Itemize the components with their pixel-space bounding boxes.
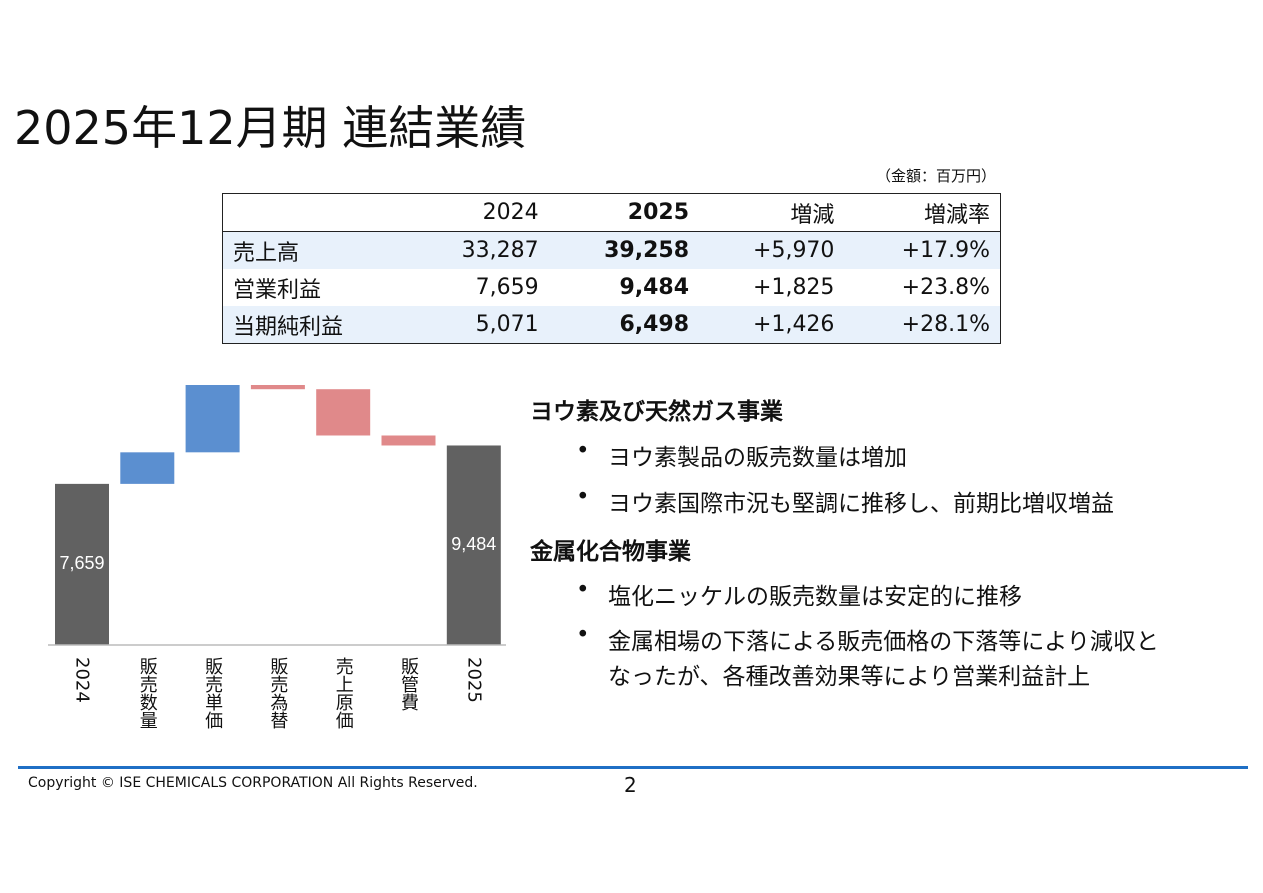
row-label: 売上高 xyxy=(222,231,410,269)
x-tick-label: 売上原価 xyxy=(333,657,354,729)
column-header: 2025 xyxy=(548,193,700,232)
corner-cell xyxy=(222,193,410,232)
data-label: 7,659 xyxy=(59,553,104,573)
copyright: Copyright © ISE CHEMICALS CORPORATION Al… xyxy=(28,775,478,791)
table-row: 売上高 33,287 39,258 +5,970 +17.9% xyxy=(222,231,1001,269)
table-cell: 33,287 xyxy=(409,231,549,269)
x-tick-label: 2025 xyxy=(463,657,484,703)
bar xyxy=(381,435,436,446)
x-tick-label: 販売数量 xyxy=(137,657,158,729)
x-tick-label: 販売単価 xyxy=(202,657,223,729)
bullet-text: ヨウ素製品の販売数量は増加 xyxy=(608,445,907,471)
column-header: 増減 xyxy=(699,193,845,232)
row-label: 当期純利益 xyxy=(222,306,410,344)
x-tick-label: 販売為替 xyxy=(267,657,288,729)
bullet-dot: • xyxy=(576,438,590,464)
table-cell: 7,659 xyxy=(475,275,539,300)
bullet-dot: • xyxy=(576,622,590,648)
table-cell: 9,484 xyxy=(619,275,690,300)
table-cell: +1,825 xyxy=(753,275,835,300)
page-number: 2 xyxy=(624,773,637,797)
x-tick-label: 販管費 xyxy=(398,657,419,711)
column-header: 増減率 xyxy=(844,193,1001,232)
table-cell: +5,970 xyxy=(699,231,845,269)
bar xyxy=(185,385,240,453)
data-label: 9,484 xyxy=(451,534,496,554)
bar xyxy=(316,389,371,436)
table-cell: 5,071 xyxy=(409,306,549,344)
bullet-dot: • xyxy=(576,577,590,603)
section-heading: ヨウ素及び天然ガス事業 xyxy=(530,399,783,425)
bar xyxy=(120,452,175,484)
bar xyxy=(55,483,109,645)
title: 2025年12月期 連結業績 xyxy=(14,101,527,155)
table-row: 営業利益 7,659 9,484 +1,825 +23.8% xyxy=(223,269,1001,306)
results-table: 2024 2025 増減 増減率 売上高 33,287 39,258 +5,970 +17.9%… xyxy=(222,193,1001,344)
bar xyxy=(446,445,501,645)
table-cell: +23.8% xyxy=(901,275,990,300)
table-cell: +28.1% xyxy=(844,306,1001,344)
bullet-text: ヨウ素国際市況も堅調に推移し、前期比増収増益 xyxy=(608,491,1114,517)
bullet-dot: • xyxy=(576,484,590,510)
bar xyxy=(250,385,305,390)
x-tick-label: 2024 xyxy=(72,657,93,703)
table-cell: 6,498 xyxy=(548,306,700,344)
column-header: 2024 xyxy=(409,193,549,232)
bullet-text: 金属相場の下落による販売価格の下落等により減収と xyxy=(608,629,1159,655)
table-cell: +1,426 xyxy=(699,306,845,344)
section-heading: 金属化合物事業 xyxy=(530,539,691,565)
table-cell: 39,258 xyxy=(548,231,700,269)
footer-rule xyxy=(18,766,1248,769)
header-row: 2024 2025 増減 増減率 xyxy=(222,193,1001,232)
bullet-text: なったが、各種改善効果等により営業利益計上 xyxy=(608,664,1091,690)
table-cell: +17.9% xyxy=(844,231,1001,269)
unit-note: （金額：百万円） xyxy=(876,167,997,185)
bullet-text: 塩化ニッケルの販売数量は安定的に推移 xyxy=(608,584,1022,610)
table-row: 当期純利益 5,071 6,498 +1,426 +28.1% xyxy=(222,306,1001,344)
row-label: 営業利益 xyxy=(233,277,322,303)
waterfall-chart: 7,659 2024 販売数量 販売単価 販売為替 売上原価 販管費 9,484 2025 xyxy=(48,385,506,729)
